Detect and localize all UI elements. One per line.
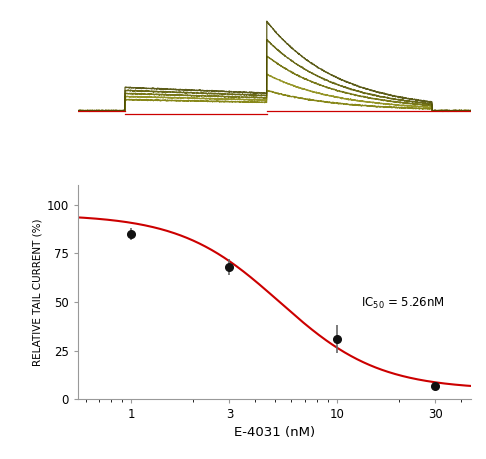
X-axis label: E-4031 (nM): E-4031 (nM) <box>234 425 315 438</box>
Y-axis label: RELATIVE TAIL CURRENT (%): RELATIVE TAIL CURRENT (%) <box>32 218 42 366</box>
Text: IC$_{50}$ = 5.26nM: IC$_{50}$ = 5.26nM <box>361 296 445 311</box>
